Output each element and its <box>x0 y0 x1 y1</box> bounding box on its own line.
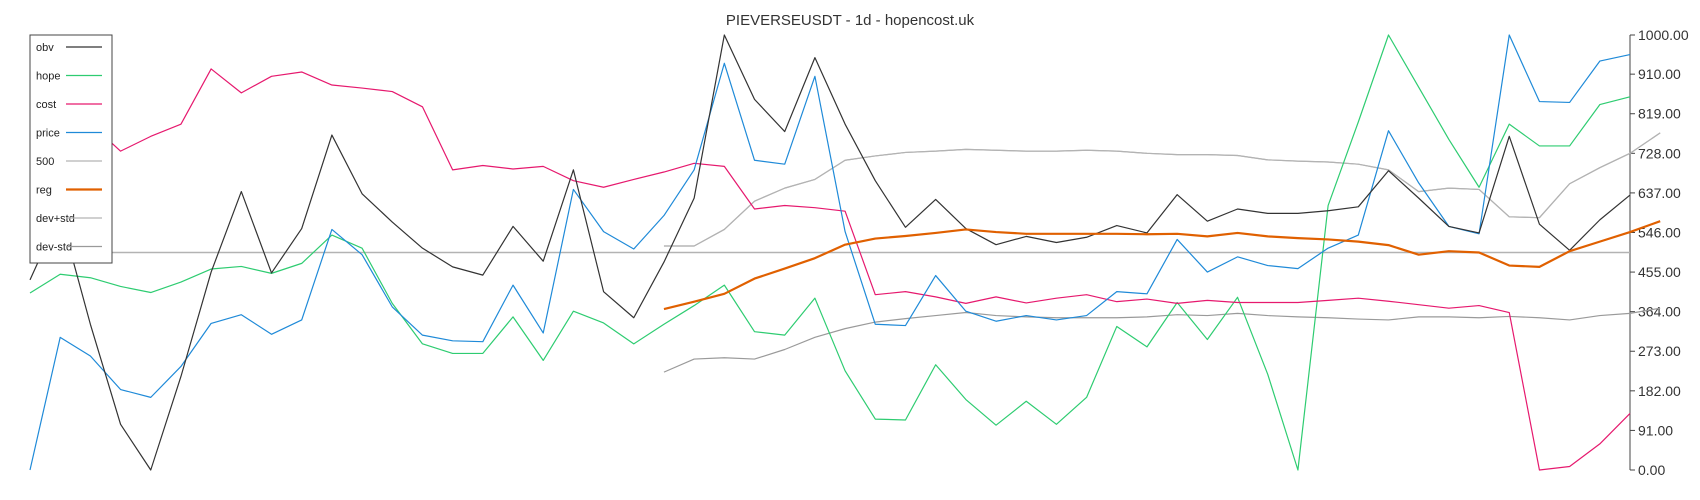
chart-title: PIEVERSEUSDT - 1d - hopencost.uk <box>726 12 975 29</box>
series-line-reg <box>663 220 1661 311</box>
series-layer <box>29 34 1661 471</box>
y-tick-label: 546.00 <box>1638 224 1681 240</box>
legend-label: dev-std <box>36 242 72 254</box>
series-line-dev-std <box>663 132 1661 247</box>
legend: obv hope cost price 500 reg dev+std dev-std <box>29 34 113 264</box>
y-tick-label: 637.00 <box>1638 185 1681 201</box>
y-tick-label: 1000.00 <box>1638 27 1689 43</box>
series-line-500 <box>663 132 1661 247</box>
series-line-cost <box>29 68 1631 471</box>
y-tick-label: 728.00 <box>1638 145 1681 161</box>
y-axis-ticks: 0.00 91.00 182.00 273.00 364.00 455.00 546.00 6… <box>1630 27 1689 478</box>
y-tick-label: 364.00 <box>1638 304 1681 320</box>
y-tick-label: 910.00 <box>1638 66 1681 82</box>
y-tick-label: 91.00 <box>1638 422 1673 438</box>
legend-label: cost <box>36 99 56 111</box>
y-tick-label: 455.00 <box>1638 264 1681 280</box>
legend-label: hope <box>36 71 60 83</box>
y-tick-label: 0.00 <box>1638 462 1665 478</box>
series-line-obv <box>29 34 1631 471</box>
legend-label: 500 <box>36 156 54 168</box>
legend-label: price <box>36 128 60 140</box>
y-tick-label: 273.00 <box>1638 343 1681 359</box>
legend-label: dev+std <box>36 213 75 225</box>
y-tick-label: 819.00 <box>1638 106 1681 122</box>
series-line-price <box>29 34 1631 471</box>
legend-box <box>29 34 113 264</box>
legend-label: obv <box>36 42 54 54</box>
legend-label: reg <box>36 185 52 197</box>
series-line-hope <box>29 34 1631 471</box>
y-tick-label: 182.00 <box>1638 383 1681 399</box>
